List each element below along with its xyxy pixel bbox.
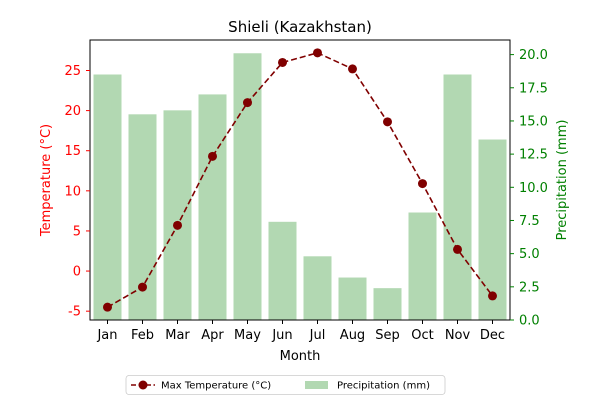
legend-precipitation-swatch [305, 381, 328, 389]
temperature-point-mar [173, 220, 182, 230]
temperature-point-dec [488, 291, 497, 301]
temperature-point-apr [208, 151, 217, 161]
temperature-point-feb [138, 282, 147, 292]
temperature-line-path [107, 51, 494, 308]
x-tick-label-dec: Dec [480, 328, 505, 343]
y-left-tick-label: 10 [64, 184, 81, 199]
y-right-tick-label: 12.5 [519, 148, 548, 163]
precipitation-bar-aug [338, 277, 367, 320]
x-tick-label-jan: Jan [96, 328, 117, 343]
y-right-tick-label: 10.0 [519, 181, 548, 196]
chart-title: Shieli (Kazakhstan) [228, 18, 372, 36]
x-tick-label-may: May [234, 328, 261, 343]
y-right-tick-label: 0.0 [519, 314, 540, 329]
precipitation-bar-may [233, 53, 262, 320]
legend-frame [125, 375, 446, 395]
x-tick-label-aug: Aug [340, 328, 365, 343]
legend-precipitation-label: Precipitation (mm) [337, 381, 430, 392]
precipitation-bar-jan [93, 74, 122, 320]
precipitation-bar-jun [268, 221, 297, 320]
y-left-tick-label: -5 [68, 305, 81, 320]
y-left-tick-label: 0 [73, 265, 81, 280]
x-tick-label-feb: Feb [131, 328, 154, 343]
y-axis-left-label: Temperature (°C) [39, 124, 54, 237]
x-tick-label-apr: Apr [201, 328, 224, 343]
x-tick-label-sep: Sep [375, 328, 400, 343]
x-tick-label-nov: Nov [445, 328, 471, 343]
y-right-tick-label: 7.5 [519, 214, 540, 229]
y-left-tick-label: 15 [64, 144, 81, 159]
precipitation-bar-oct [408, 212, 437, 320]
precipitation-bar-mar [163, 110, 192, 320]
temperature-point-oct [418, 179, 427, 189]
temperature-point-sep [383, 117, 392, 127]
precipitation-bar-apr [198, 94, 227, 320]
y-left-tick-label: 25 [64, 64, 81, 79]
y-left-tick-label: 20 [64, 104, 81, 119]
y-right-tick-label: 15.0 [519, 114, 548, 129]
temperature-point-jan [103, 302, 112, 312]
precipitation-bar-jul [303, 256, 332, 320]
precipitation-bar-dec [478, 139, 507, 320]
temperature-point-jul [313, 48, 322, 58]
x-tick-label-mar: Mar [165, 328, 190, 343]
temperature-point-jun [278, 57, 287, 67]
y-left-tick-label: 5 [73, 224, 81, 239]
legend-temperature-marker [138, 380, 148, 390]
temperature-point-aug [348, 64, 357, 74]
precipitation-bars [93, 53, 507, 320]
x-tick-label-oct: Oct [411, 328, 433, 343]
y-right-tick-label: 17.5 [519, 81, 548, 96]
x-tick-label-jul: Jul [309, 328, 326, 343]
y-right-tick-label: 5.0 [519, 247, 540, 262]
axes: Jan Feb Mar Apr May Jun Jul Aug Sep Oct Nov Dec -5 0 5… [64, 39, 548, 343]
legend: Max Temperature (°C) Precipitation (mm) [125, 375, 446, 395]
temperature-point-may [243, 98, 252, 108]
y-axis-right-label: Precipitation (mm) [555, 120, 570, 241]
precipitation-bar-sep [373, 288, 402, 320]
plot-frame [89, 39, 511, 321]
y-right-tick-label: 2.5 [519, 280, 540, 295]
precipitation-bar-nov [443, 74, 472, 320]
temperature-point-nov [453, 244, 462, 254]
x-tick-label-jun: Jun [271, 328, 292, 343]
y-right-tick-label: 20.0 [519, 48, 548, 63]
temperature-line [103, 48, 497, 312]
x-axis-label: Month [280, 349, 321, 364]
legend-temperature-label: Max Temperature (°C) [161, 381, 271, 392]
